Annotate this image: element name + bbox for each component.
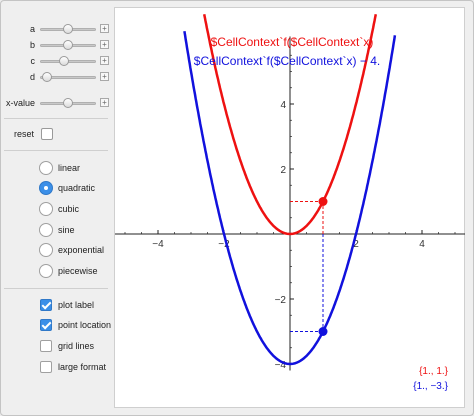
slider-a-thumb[interactable] <box>63 24 73 34</box>
plot-label-f: $CellContext`f($CellContext`x) <box>211 35 374 49</box>
slider-d-label: d <box>29 72 35 82</box>
y-tick-label: 4 <box>280 100 286 111</box>
radio-quadratic[interactable] <box>39 181 53 195</box>
checkbox-large-format-text: large format <box>58 362 107 372</box>
axes: −4 −2 2 4 −4 −2 2 4 <box>115 36 465 371</box>
radio-quadratic-label: quadratic <box>58 183 96 193</box>
y-tick-label: 2 <box>280 165 286 176</box>
radio-piecewise-label: piecewise <box>58 266 98 276</box>
checkbox-grid-lines-text: grid lines <box>58 341 95 351</box>
checkbox-point-location[interactable] <box>40 319 52 331</box>
slider-b-label: b <box>29 40 35 50</box>
slider-a-expand-icon[interactable]: + <box>100 24 109 33</box>
slider-d-thumb[interactable] <box>42 72 53 82</box>
slider-row-b: b + <box>0 38 112 54</box>
x-tick-label: −4 <box>152 239 164 250</box>
slider-x-value-label: x-value <box>5 98 35 108</box>
slider-row-x-value: x-value + <box>0 96 112 112</box>
x-tick-label: 4 <box>419 239 425 250</box>
slider-d-track[interactable] <box>40 76 96 79</box>
function-graph: −4 −2 2 4 −4 −2 2 4 $CellContext`f($CellContext… <box>115 14 465 392</box>
control-panel: a + b + c + d + x-value + reset linear q… <box>0 0 112 414</box>
point-location-blue: {1., −3.} <box>413 381 448 392</box>
point-location-red: {1., 1.} <box>419 366 449 377</box>
slider-a-label: a <box>29 24 35 34</box>
separator <box>4 150 108 151</box>
plot-area: −4 −2 2 4 −4 −2 2 4 $CellContext`f($CellContext… <box>114 7 465 408</box>
checkbox-point-location-text: point location <box>58 320 112 330</box>
radio-cubic[interactable] <box>39 202 53 216</box>
slider-b-expand-icon[interactable]: + <box>100 40 109 49</box>
radio-sine[interactable] <box>39 223 53 237</box>
reset-label: reset <box>14 129 35 139</box>
slider-row-d: d + <box>0 70 112 86</box>
slider-row-c: c + <box>0 54 112 70</box>
slider-c-expand-icon[interactable]: + <box>100 56 109 65</box>
separator <box>4 118 108 119</box>
slider-x-value-expand-icon[interactable]: + <box>100 98 109 107</box>
checkbox-large-format[interactable] <box>40 361 52 373</box>
curves <box>183 14 397 366</box>
data-point <box>318 327 328 336</box>
slider-c-thumb[interactable] <box>59 56 70 66</box>
x-tick-label: −2 <box>218 239 230 250</box>
series-line <box>183 30 397 366</box>
y-tick-label: −4 <box>275 360 287 371</box>
y-tick-label: −2 <box>275 295 287 306</box>
slider-b-thumb[interactable] <box>63 40 73 50</box>
slider-x-value-thumb[interactable] <box>63 98 73 108</box>
checkbox-grid-lines[interactable] <box>40 340 52 352</box>
radio-piecewise[interactable] <box>39 264 53 278</box>
radio-exponential[interactable] <box>39 243 53 257</box>
series-line <box>202 14 378 236</box>
radio-exponential-label: exponential <box>58 245 105 255</box>
x-tick-label: 2 <box>353 239 359 250</box>
separator <box>4 288 108 289</box>
reset-checkbox[interactable] <box>41 128 53 140</box>
radio-cubic-label: cubic <box>58 204 80 214</box>
checkbox-plot-label[interactable] <box>40 299 52 311</box>
radio-linear-label: linear <box>58 163 81 173</box>
point-marks <box>290 197 328 336</box>
radio-linear[interactable] <box>39 161 53 175</box>
slider-row-a: a + <box>0 22 112 38</box>
slider-c-label: c <box>30 56 36 66</box>
plot-label-f-minus-4: $CellContext`f($CellContext`x) − 4. <box>194 54 380 68</box>
checkbox-plot-label-text: plot label <box>58 300 95 310</box>
slider-d-expand-icon[interactable]: + <box>100 72 109 81</box>
data-point <box>318 197 328 206</box>
radio-sine-label: sine <box>58 225 75 235</box>
